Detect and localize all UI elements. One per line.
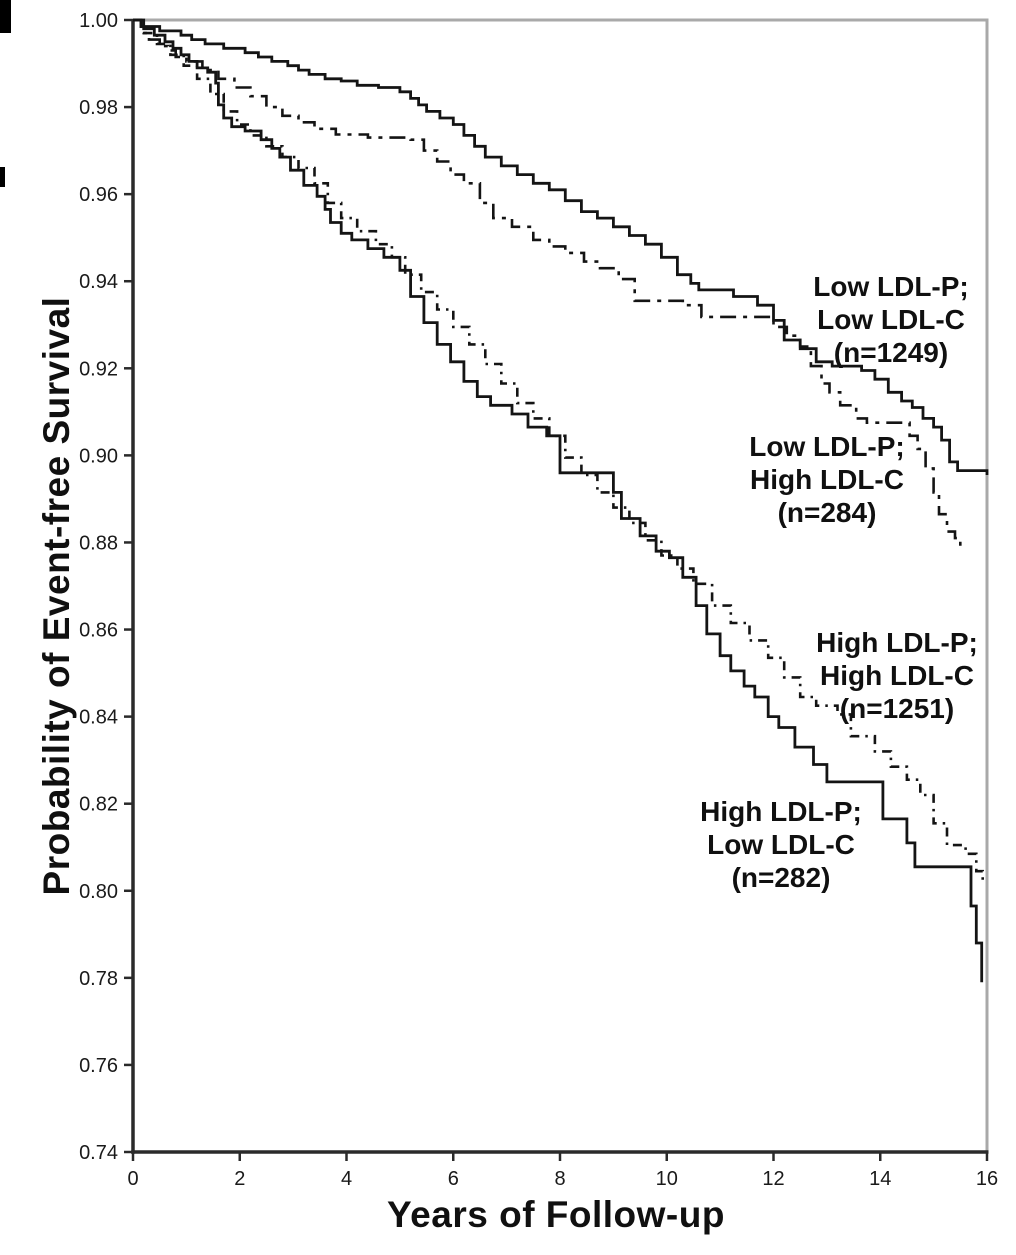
series-annotation-high-ldlp-low-ldlc: High LDL-P; Low LDL-C (n=282) <box>700 795 862 894</box>
y-tick-label: 0.78 <box>79 968 118 990</box>
x-tick-label: 14 <box>869 1168 891 1190</box>
x-tick-label: 12 <box>762 1168 784 1190</box>
series-annotation-high-ldlp-high-ldlc: High LDL-P; High LDL-C (n=1251) <box>816 626 978 725</box>
x-axis-title: Years of Follow-up <box>387 1194 725 1235</box>
y-tick-label: 0.86 <box>79 620 118 642</box>
y-tick-label: 0.76 <box>79 1055 118 1077</box>
y-tick-label: 0.92 <box>79 358 118 380</box>
annotation-line: (n=282) <box>731 862 831 893</box>
curve-low-ldl-p-low-ldl-c <box>133 18 989 475</box>
curve-high-ldl-p-high-ldl-c <box>133 18 984 883</box>
curve-high-ldl-p-low-ldl-c <box>133 18 984 983</box>
x-tick-label: 6 <box>448 1168 459 1190</box>
y-tick-label: 0.74 <box>79 1142 118 1164</box>
x-tick-label: 16 <box>976 1168 998 1190</box>
y-tick-label: 1.00 <box>79 10 118 32</box>
annotation-line: Low LDL-P; <box>749 431 905 462</box>
y-tick-label: 0.88 <box>79 532 118 554</box>
x-tick-label: 8 <box>554 1168 565 1190</box>
x-tick-label: 10 <box>656 1168 678 1190</box>
annotation-line: High LDL-C <box>820 660 974 691</box>
annotation-line: Low LDL-C <box>817 304 965 335</box>
y-tick-label: 0.80 <box>79 881 118 903</box>
annotation-line: (n=284) <box>777 497 877 528</box>
annotation-line: High LDL-P; <box>816 627 978 658</box>
series-annotation-low-ldlp-low-ldlc: Low LDL-P; Low LDL-C (n=1249) <box>813 270 969 369</box>
annotation-line: Low LDL-P; <box>813 271 969 302</box>
x-tick-label: 2 <box>234 1168 245 1190</box>
series-annotation-low-ldlp-high-ldlc: Low LDL-P; High LDL-C (n=284) <box>749 430 905 529</box>
annotation-line: (n=1251) <box>839 693 955 724</box>
annotation-line: High LDL-P; <box>700 796 862 827</box>
y-tick-label: 0.94 <box>79 271 118 293</box>
annotation-line: (n=1249) <box>833 337 949 368</box>
y-tick-label: 0.90 <box>79 445 118 467</box>
y-tick-label: 0.98 <box>79 97 118 119</box>
scan-artifact <box>0 167 5 187</box>
y-tick-label: 0.84 <box>79 707 118 729</box>
x-tick-label: 4 <box>341 1168 352 1190</box>
curve-low-ldl-p-high-ldl-c <box>133 18 962 547</box>
annotation-line: Low LDL-C <box>707 829 855 860</box>
y-tick-label: 0.82 <box>79 794 118 816</box>
y-tick-label: 0.96 <box>79 184 118 206</box>
x-tick-label: 0 <box>127 1168 138 1190</box>
annotation-line: High LDL-C <box>750 464 904 495</box>
y-axis-title: Probability of Event-free Survival <box>36 296 77 896</box>
scan-artifact <box>0 0 11 33</box>
